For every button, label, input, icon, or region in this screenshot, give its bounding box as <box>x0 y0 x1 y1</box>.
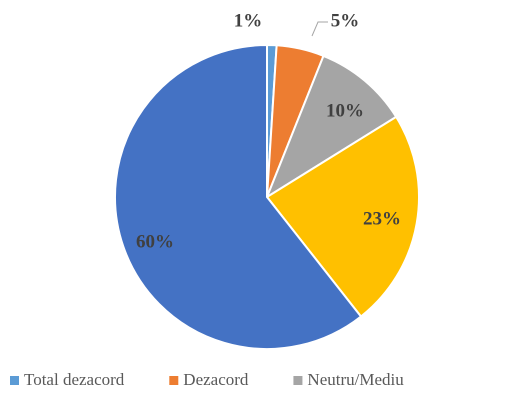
data-label: 5% <box>331 10 360 31</box>
legend-swatch <box>169 376 179 385</box>
data-label: 60% <box>136 231 174 252</box>
data-label: 10% <box>326 100 364 121</box>
legend-label: Total dezacord <box>24 370 125 389</box>
data-label: 1% <box>234 10 263 31</box>
legend-label: Dezacord <box>183 370 249 389</box>
data-label: 23% <box>363 208 401 229</box>
legend-label: Neutru/Mediu <box>307 370 404 389</box>
slice <box>264 54 398 200</box>
slice <box>114 43 363 350</box>
legend-swatch <box>10 376 19 385</box>
leader-line <box>311 21 328 37</box>
legend-swatch <box>293 376 303 385</box>
slice <box>265 115 420 318</box>
